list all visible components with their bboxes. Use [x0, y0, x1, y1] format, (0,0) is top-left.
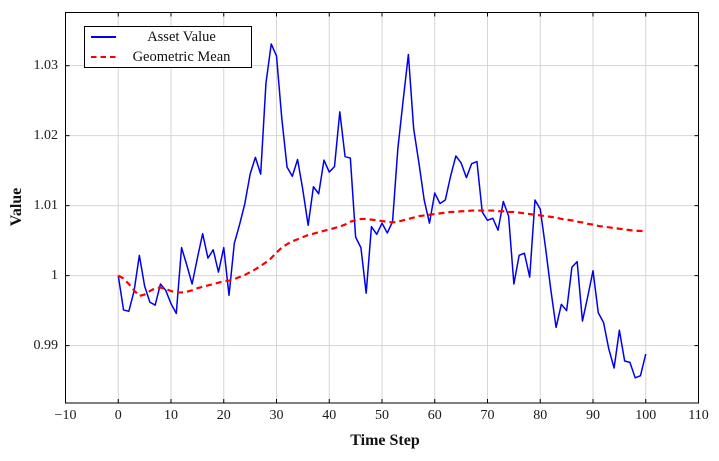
x-tick-label: 60: [427, 408, 442, 423]
legend-item-asset-value: Asset Value: [85, 27, 251, 47]
series-line-geometric-mean: [117, 209, 646, 298]
x-tick-label: 10: [164, 408, 178, 423]
y-tick-label: 1.01: [33, 197, 59, 213]
x-tick-label: 0: [114, 408, 122, 423]
x-tick-label: 110: [688, 408, 709, 423]
x-axis-label: Time Step: [350, 432, 420, 449]
y-tick-label: 1: [51, 267, 58, 283]
x-tick-label: −10: [54, 408, 77, 423]
legend-box: Asset Value Geometric Mean: [84, 26, 252, 68]
geometric-mean-line-sample-icon: [91, 55, 116, 59]
legend-item-geometric-mean: Geometric Mean: [85, 47, 251, 67]
x-tick-label: 40: [322, 408, 337, 423]
asset-value-line-sample-icon: [91, 36, 116, 38]
x-tick-label: 50: [375, 408, 389, 423]
series-line-asset-value: [117, 43, 647, 379]
y-tick-label: 1.03: [33, 57, 59, 73]
x-tick-label: 30: [269, 408, 284, 423]
legend-label-asset-value: Asset Value: [147, 29, 216, 45]
x-tick-label: 90: [586, 408, 600, 423]
y-tick-label: 1.02: [33, 127, 59, 143]
x-tick-label: 80: [533, 408, 548, 423]
legend-label-geometric-mean: Geometric Mean: [132, 49, 231, 65]
x-tick-label: 100: [635, 408, 657, 423]
x-tick-label: 70: [480, 408, 495, 423]
x-tick-label: 20: [216, 408, 231, 423]
y-tick-label: 0.99: [33, 337, 59, 353]
